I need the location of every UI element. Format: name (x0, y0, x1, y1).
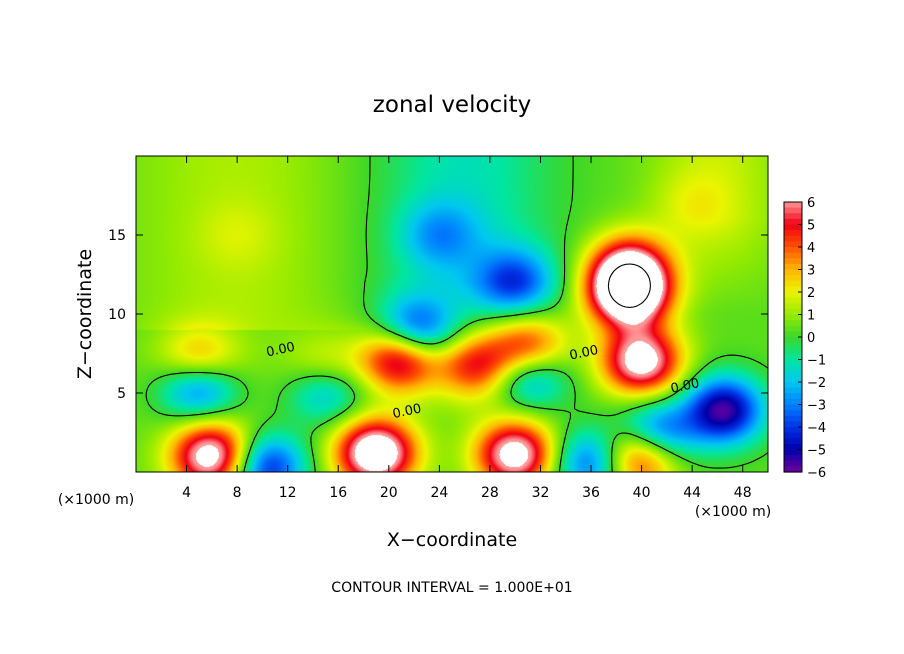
colorbar-segment (784, 353, 802, 361)
colorbar-segment (784, 438, 802, 445)
colorbar-segment (784, 460, 802, 467)
colorbar-segment (784, 370, 802, 377)
colorbar-tick-label: 5 (807, 219, 815, 234)
contour-labels: 0.00 0.00 0.00 0.00 (265, 340, 701, 422)
colorbar-tick-label: 1 (807, 309, 815, 324)
velocity-field (136, 156, 768, 472)
colorbar-segment (784, 297, 802, 304)
x-unit-left: (×1000 m) (58, 492, 134, 508)
colorbar-tick-label: −3 (807, 399, 826, 414)
colorbar-segment (784, 275, 802, 282)
colorbar-tick-label: 4 (807, 241, 815, 256)
colorbar-segment (784, 202, 802, 209)
colorbar-segment (784, 241, 802, 248)
colorbar-segment (784, 213, 802, 220)
colorbar-segment (784, 247, 802, 254)
colorbar-tick-label: 2 (807, 286, 815, 301)
colorbar-segment (784, 263, 802, 271)
colorbar-segment (784, 337, 802, 344)
x-tick-label: 24 (430, 485, 448, 501)
colorbar-segment (784, 303, 802, 310)
colorbar-segment (784, 224, 802, 231)
colorbar-segment (784, 393, 802, 400)
colorbar-segment (784, 348, 802, 355)
contour-interval-note: CONTOUR INTERVAL = 1.000E+01 (331, 580, 572, 596)
colorbar-segment (784, 466, 802, 473)
colorbar-tick-label: −1 (807, 354, 826, 369)
contour-label: 0.00 (391, 401, 422, 422)
x-tick-label: 16 (329, 485, 347, 501)
colorbar-segment (784, 308, 802, 316)
colorbar-tick-label: −5 (807, 444, 826, 459)
plot-area: 0.00 0.00 0.00 0.00 (135, 155, 769, 473)
colorbar-tick-label: 6 (807, 196, 815, 211)
x-tick-label: 32 (532, 485, 550, 501)
colorbar: 6 5 4 3 2 1 0 −1 −2 −3 −4 −5 −6 (783, 196, 826, 481)
colorbar-segment (784, 292, 802, 299)
colorbar-segment (784, 421, 802, 428)
y-tick-label: 15 (108, 228, 126, 244)
x-tick-label: 40 (633, 485, 651, 501)
contour-label: 0.00 (265, 340, 296, 361)
x-tick-label: 28 (481, 485, 499, 501)
x-tick-label: 8 (233, 485, 242, 501)
colorbar-segment (784, 258, 802, 265)
colorbar-segment (784, 325, 802, 332)
x-unit-right: (×1000 m) (695, 504, 771, 520)
colorbar-segment (784, 207, 802, 214)
colorbar-tick-label: −2 (807, 376, 826, 391)
colorbar-segment (784, 398, 802, 406)
colorbar-segment (784, 404, 802, 411)
colorbar-segment (784, 455, 802, 462)
colorbar-segment (784, 415, 802, 422)
x-tick-label: 4 (182, 485, 191, 501)
contour-label: 0.00 (669, 376, 700, 397)
x-axis-label: X−coordinate (387, 529, 517, 551)
x-tick-label: 36 (582, 485, 600, 501)
colorbar-segment (784, 235, 802, 242)
colorbar-segment (784, 314, 802, 321)
colorbar-segment (784, 218, 802, 226)
zero-contour (607, 263, 651, 308)
colorbar-segment (784, 449, 802, 456)
colorbar-tick-label: −6 (807, 466, 826, 481)
velocity-field-holder (136, 156, 768, 472)
x-tick-label: 12 (279, 485, 297, 501)
zero-contours (145, 156, 768, 472)
colorbar-segment (784, 342, 802, 349)
colorbar-segment (784, 331, 802, 338)
colorbar-segment (784, 252, 802, 259)
colorbar-segment (784, 376, 802, 383)
colorbar-segment (784, 365, 802, 372)
x-axis: 4 8 12 16 20 24 28 32 36 40 44 48 (182, 156, 752, 501)
x-tick-label: 20 (380, 485, 398, 501)
colorbar-tick-label: −4 (807, 421, 826, 436)
colorbar-segment (784, 410, 802, 417)
colorbar-segment (784, 382, 802, 389)
colorbar-tick-label: 3 (807, 264, 815, 279)
x-tick-label: 44 (683, 485, 701, 501)
colorbar-segment (784, 359, 802, 366)
y-tick-label: 10 (108, 307, 126, 323)
x-tick-label: 48 (734, 485, 752, 501)
colorbar-tick-label: 0 (807, 331, 815, 346)
y-tick-label: 5 (117, 386, 126, 402)
y-axis-label: Z−coordinate (74, 249, 96, 379)
colorbar-segment (784, 280, 802, 287)
colorbar-segment (784, 443, 802, 451)
contour-label: 0.00 (568, 343, 599, 364)
y-axis: 5 10 15 (108, 228, 768, 402)
zero-contour (145, 156, 768, 472)
colorbar-segment (784, 432, 802, 439)
colorbar-segment (784, 427, 802, 434)
colorbar-segment (784, 230, 802, 237)
colorbar-segment (784, 320, 802, 327)
chart-title: zonal velocity (373, 92, 531, 118)
colorbar-segment (784, 387, 802, 394)
colorbar-segment (784, 269, 802, 276)
colorbar-segment (784, 286, 802, 293)
